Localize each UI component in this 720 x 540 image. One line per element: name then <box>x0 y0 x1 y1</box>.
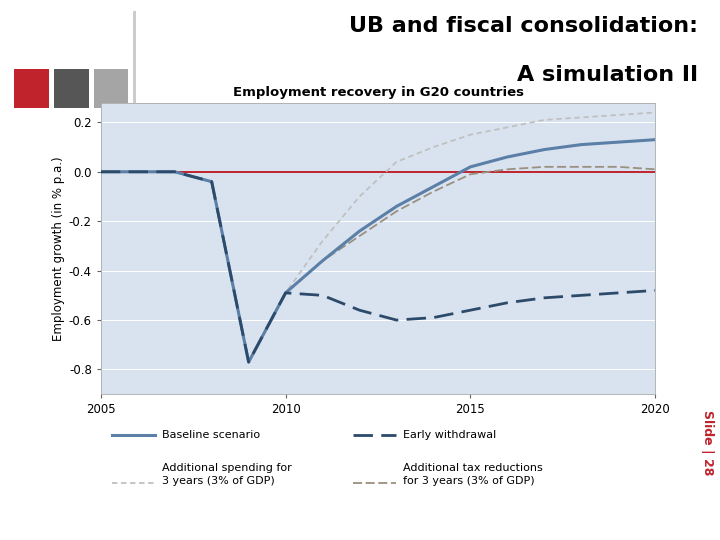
Y-axis label: Employment growth (in % p.a.): Employment growth (in % p.a.) <box>52 156 65 341</box>
Text: Additional spending for
3 years (3% of GDP): Additional spending for 3 years (3% of G… <box>162 463 292 486</box>
Text: Baseline scenario: Baseline scenario <box>162 430 260 440</box>
Text: Slide | 28: Slide | 28 <box>701 410 714 476</box>
Title: Employment recovery in G20 countries: Employment recovery in G20 countries <box>233 86 523 99</box>
Text: A simulation II: A simulation II <box>517 65 698 85</box>
Text: UB and fiscal consolidation:: UB and fiscal consolidation: <box>349 16 698 36</box>
Text: Additional tax reductions
for 3 years (3% of GDP): Additional tax reductions for 3 years (3… <box>403 463 543 486</box>
Text: Early withdrawal: Early withdrawal <box>403 430 497 440</box>
